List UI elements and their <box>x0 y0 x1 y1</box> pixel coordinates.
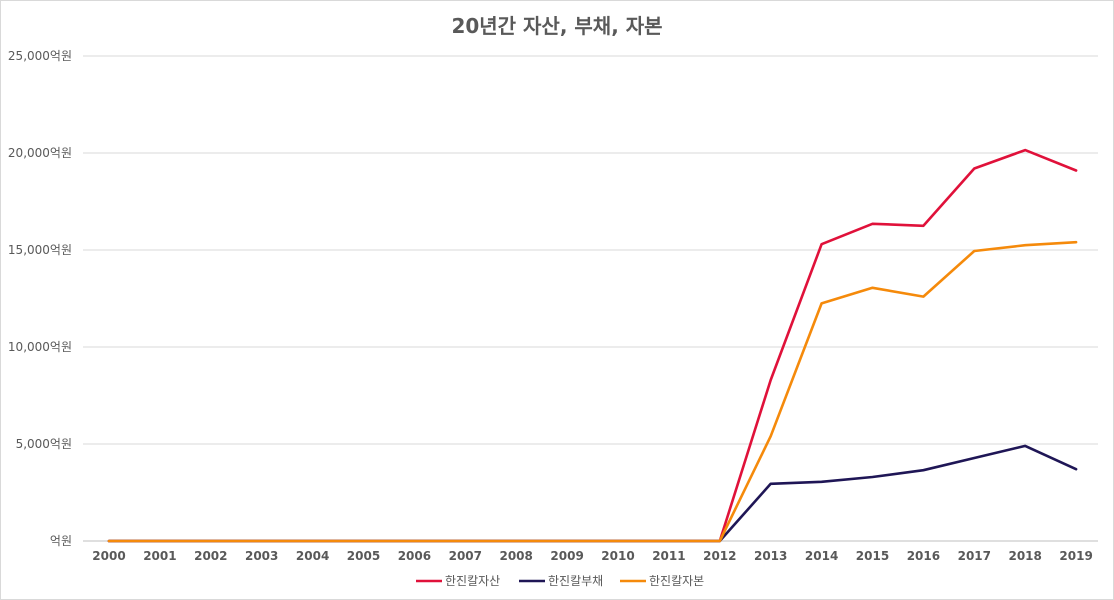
x-tick-label: 2017 <box>958 549 991 563</box>
y-tick-label: 억원 <box>50 534 72 548</box>
x-tick-label: 2000 <box>92 549 125 563</box>
legend-label: 한진칼자산 <box>445 574 500 588</box>
y-tick-label: 25,000억원 <box>8 49 72 63</box>
x-tick-label: 2001 <box>143 549 176 563</box>
legend-label: 한진칼부채 <box>548 574 603 588</box>
chart-title: 20년간 자산, 부채, 자본 <box>451 14 663 38</box>
legend-label: 한진칼자본 <box>649 574 704 588</box>
x-tick-label: 2007 <box>449 549 482 563</box>
x-tick-label: 2008 <box>499 549 532 563</box>
y-tick-label: 15,000억원 <box>8 243 72 257</box>
series-line-2 <box>107 444 1078 543</box>
y-tick-label: 20,000억원 <box>8 146 72 160</box>
series-line-3 <box>107 240 1078 543</box>
y-axis-ticks: 억원 5,000억원 10,000억원 15,000억원 20,000억원 25,000억… <box>8 49 72 548</box>
x-tick-label: 2015 <box>856 549 889 563</box>
y-tick-label: 5,000억원 <box>16 437 72 451</box>
series-line-1 <box>107 148 1078 543</box>
x-axis-ticks: 2000 2001 2002 2003 2004 2005 2006 2007 2008 2009… <box>92 549 1093 563</box>
x-tick-label: 2009 <box>550 549 583 563</box>
x-tick-label: 2013 <box>754 549 787 563</box>
y-tick-label: 10,000억원 <box>8 340 72 354</box>
x-tick-label: 2003 <box>245 549 278 563</box>
x-tick-label: 2006 <box>398 549 431 563</box>
x-tick-label: 2005 <box>347 549 380 563</box>
x-tick-label: 2014 <box>805 549 838 563</box>
x-tick-label: 2011 <box>652 549 685 563</box>
x-tick-label: 2004 <box>296 549 329 563</box>
legend: 한진칼자산 한진칼부채 한진칼자본 <box>416 574 704 588</box>
x-tick-label: 2016 <box>907 549 940 563</box>
series-lines <box>107 148 1078 543</box>
x-tick-label: 2018 <box>1008 549 1041 563</box>
gridlines <box>83 55 1098 542</box>
x-tick-label: 2019 <box>1059 549 1092 563</box>
x-tick-label: 2012 <box>703 549 736 563</box>
x-tick-label: 2002 <box>194 549 227 563</box>
x-tick-label: 2010 <box>601 549 634 563</box>
